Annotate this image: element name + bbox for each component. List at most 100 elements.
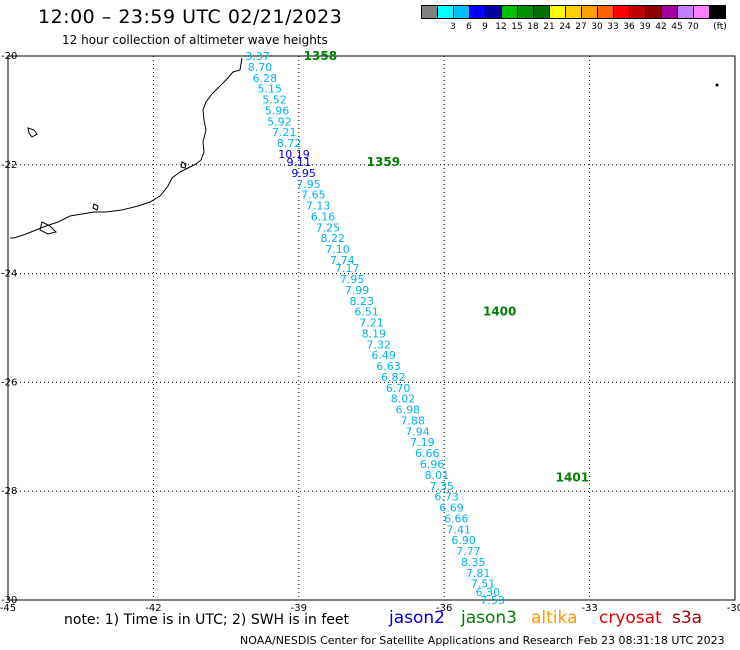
legend-unit: (ft) (713, 22, 727, 32)
legend-label: 36 (623, 22, 635, 32)
legend-label: 18 (527, 22, 539, 32)
footer-note: note: 1) Time is in UTC; 2) SWH is in fe… (64, 612, 350, 628)
wave-height-label: 7.74 (330, 254, 355, 267)
coastline-island (180, 161, 187, 169)
wave-height-label: 8.72 (277, 137, 302, 150)
lon-tick-label: -45 (0, 603, 16, 614)
wave-height-label: 7.95 (340, 273, 365, 286)
legend-label: 42 (655, 22, 667, 32)
wave-height-label: 8.70 (248, 61, 273, 74)
wave-height-label: 6.49 (371, 349, 396, 362)
lon-tick-label: -39 (291, 603, 307, 614)
coastline-island (27, 127, 38, 138)
wave-height-label: 7.53 (480, 594, 505, 607)
wave-height-label: 6.63 (376, 360, 401, 373)
orbit-number-label: 1400 (483, 305, 516, 319)
legend-label: 15 (511, 22, 523, 32)
legend-label: 9 (482, 22, 488, 32)
wave-height-label: 7.65 (301, 189, 326, 202)
coastline-island (92, 203, 99, 211)
wave-height-label: 6.69 (439, 502, 464, 515)
wave-height-label: 6.51 (354, 306, 379, 319)
legend-swatch (709, 5, 726, 19)
wave-height-label: 6.96 (420, 458, 445, 471)
map-tick-labels: -45 -42 -39 -36 -33 -30 -20 -22 -24 -26 -28 -30 (0, 51, 740, 614)
wave-height-label: 6.30 (476, 586, 501, 599)
wave-height-label: 7.99 (345, 284, 370, 297)
wave-height-label: 7.25 (316, 221, 341, 234)
wave-height-label: 9.95 (291, 167, 316, 180)
wave-height-label: 7.88 (400, 414, 425, 427)
page-subtitle: 12 hour collection of altimeter wave hei… (62, 33, 328, 47)
island-dot (715, 83, 719, 87)
lat-tick-label: -20 (1, 51, 17, 62)
wave-height-label: 8.22 (320, 232, 345, 245)
wave-height-label: 9.11 (287, 156, 312, 169)
wave-height-label: 7.21 (272, 126, 297, 139)
satellite-jason2: jason2 (389, 608, 445, 628)
lat-tick-label: -22 (1, 160, 17, 171)
wave-height-label: 7.41 (446, 523, 471, 536)
satellite-cryosat: cryosat (599, 608, 662, 628)
satellite-jason3: jason3 (461, 608, 517, 628)
wave-height-label: 8.35 (461, 556, 486, 569)
legend-label: 39 (639, 22, 651, 32)
wave-height-label: 3.37 (245, 50, 270, 63)
orbit-number-label: 1401 (556, 471, 589, 485)
wave-height-label: 7.21 (359, 317, 384, 330)
wave-height-label: 10.19 (278, 148, 310, 161)
map-frame (7, 55, 736, 601)
wave-height-label: 6.73 (434, 491, 459, 504)
wave-height-label: 8.02 (391, 393, 416, 406)
wave-height-label: 6.70 (386, 382, 411, 395)
wave-height-label: 8.23 (350, 295, 375, 308)
wave-height-label: 7.17 (335, 262, 360, 275)
lon-tick-label: -30 (727, 603, 740, 614)
map-grid (8, 56, 735, 600)
wave-height-label: 8.01 (425, 469, 450, 482)
wave-height-label: 5.96 (265, 104, 290, 117)
coastline (10, 57, 243, 239)
coastline-bay (39, 221, 57, 235)
legend-label: 70 (687, 22, 699, 32)
wave-height-label: 7.77 (456, 545, 481, 558)
lat-tick-label: -24 (1, 269, 17, 280)
legend-label: 45 (671, 22, 683, 32)
satellite-s3a: s3a (672, 608, 703, 628)
lon-tick-label: -33 (581, 603, 597, 614)
lon-tick-label: -42 (145, 603, 161, 614)
legend-label: 6 (466, 22, 472, 32)
wave-height-label: 5.15 (257, 83, 282, 96)
legend-label: 30 (591, 22, 603, 32)
page-title: 12:00 – 23:59 UTC 02/21/2023 (38, 6, 343, 28)
wave-height-label: 6.28 (253, 72, 278, 85)
lat-tick-label: -30 (1, 595, 17, 606)
legend-label: 33 (607, 22, 619, 32)
wave-height-label: 8.19 (362, 327, 387, 340)
orbit-number-label: 1358 (304, 49, 337, 63)
wave-height-label: 5.52 (262, 94, 287, 107)
satellite-altika: altika (531, 608, 578, 628)
legend-label: 3 (450, 22, 456, 32)
wave-height-label: 7.32 (367, 338, 392, 351)
wave-height-label: 6.66 (444, 512, 469, 525)
lat-tick-label: -26 (1, 377, 17, 388)
footer-timestamp: Feb 23 08:31:18 UTC 2023 (578, 634, 725, 647)
wave-height-label: 7.10 (325, 243, 350, 256)
wave-height-label: 6.90 (451, 534, 476, 547)
footer-credit: NOAA/NESDIS Center for Satellite Applica… (240, 634, 574, 647)
wave-height-label: 7.13 (306, 200, 331, 213)
lat-tick-label: -28 (1, 486, 17, 497)
lon-tick-label: -36 (436, 603, 452, 614)
wave-height-track: 3.378.706.285.155.525.965.927.218.7210.1… (245, 49, 589, 607)
wave-height-label: 7.81 (466, 567, 491, 580)
wave-height-label: 7.94 (405, 425, 430, 438)
wave-height-label: 7.19 (410, 436, 435, 449)
legend-label: 12 (495, 22, 507, 32)
legend-label: 24 (559, 22, 571, 32)
coastline-mainland (10, 57, 243, 239)
wave-height-label: 6.66 (415, 447, 440, 460)
wave-height-label: 6.98 (396, 404, 421, 417)
wave-height-label: 6.82 (381, 371, 406, 384)
